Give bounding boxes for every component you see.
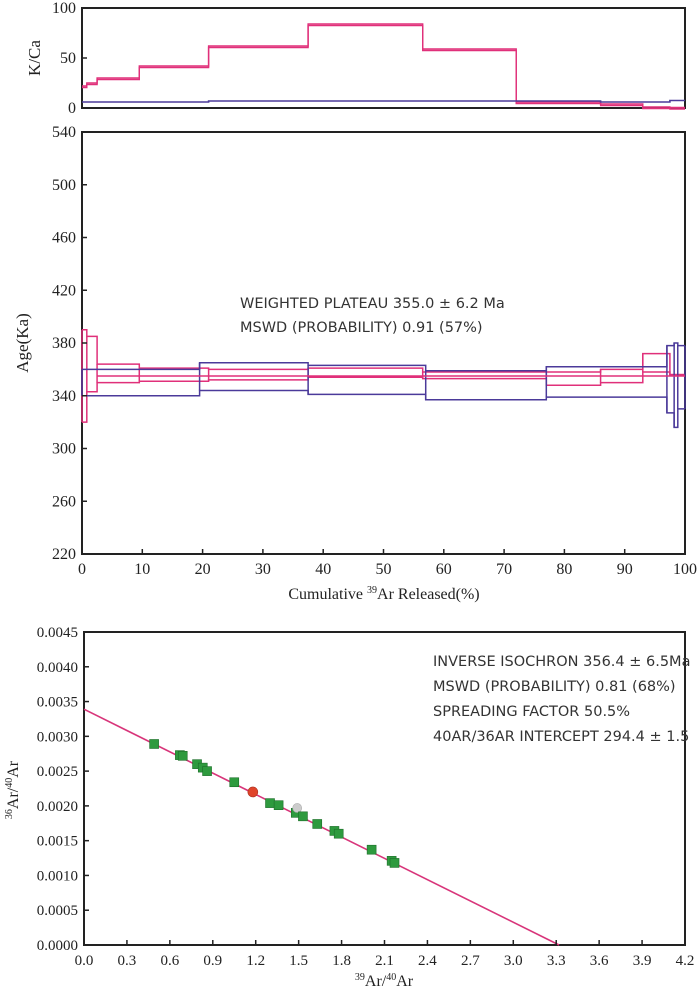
isochron-x-tick-label: 3.3 [547,953,566,969]
age-y-ticks: 220 260 300 340 380 420 460 500 540 [52,124,87,563]
age-x-tick-label: 80 [556,561,572,578]
isochron-outlier-point [292,803,303,813]
kca-y-axis-label: K/Ca [25,40,44,76]
kca-frame [81,7,686,109]
isochron-panel: 0.00000.00050.00100.00150.00200.00250.00… [4,625,694,990]
isochron-y-tick-label: 0.0010 [37,868,78,884]
age-y-tick-label: 300 [52,441,76,458]
kca-sample-step-upper [82,23,685,109]
age-x-ticks: 0 10 20 30 40 50 60 70 80 90 100 [78,549,697,578]
isochron-point [312,819,323,829]
age-y-tick-label: 500 [52,177,76,194]
age-reference-upper-envelope [82,342,685,372]
isochron-x-tick-label: 1.2 [246,953,265,969]
spreading-factor-annotation: SPREADING FACTOR 50.5% [433,704,630,720]
isochron-x-tick-label: 0.9 [203,953,222,969]
isochron-age-annotation: INVERSE ISOCHRON 356.4 ± 6.5Ma [433,654,690,670]
age-y-tick-label: 340 [52,388,76,405]
isochron-y-tick-label: 0.0035 [37,695,78,711]
plateau-mswd-annotation: MSWD (PROBABILITY) 0.91 (57%) [240,320,483,336]
isochron-excluded-point [247,786,259,798]
isochron-point [389,858,400,868]
isochron-point [229,777,240,788]
age-sample-upper-envelope [82,329,685,376]
age-x-tick-label: 40 [315,561,331,578]
kca-y-tick-label: 100 [52,0,76,17]
isochron-point [333,828,344,839]
isochron-point [273,800,284,810]
isochron-x-tick-label: 3.9 [633,953,652,969]
isochron-point [298,811,308,822]
kca-y-tick-label: 50 [60,50,76,67]
age-x-tick-label: 50 [376,561,392,578]
age-y-tick-label: 460 [52,230,76,247]
age-x-tick-label: 90 [617,561,633,578]
isochron-x-tick-label: 2.1 [375,953,394,969]
isochron-mswd-annotation: MSWD (PROBABILITY) 0.81 (68%) [433,679,676,695]
age-x-tick-label: 10 [134,561,150,578]
isochron-plot [83,708,560,946]
isochron-point [202,766,212,776]
isochron-x-tick-label: 2.7 [461,953,480,969]
kca-y-ticks: 0 50 100 [52,0,87,117]
isochron-x-tick-label: 0.6 [160,953,179,969]
isochron-point [366,844,377,855]
age-x-tick-label: 30 [255,561,271,578]
kca-reference-step [82,99,685,103]
isochron-point [177,751,188,761]
age-reference-lower-envelope [82,389,685,429]
isochron-x-tick-label: 2.4 [418,953,437,969]
age-y-tick-label: 540 [52,124,76,141]
isochron-x-axis-label: 39Ar/40Ar [355,972,414,990]
isochron-x-tick-label: 0.3 [118,953,137,969]
plateau-annotation: WEIGHTED PLATEAU 355.0 ± 6.2 Ma [240,296,505,312]
isochron-x-tick-label: 3.0 [504,953,523,969]
kca-y-tick-label: 0 [68,100,76,117]
isochron-y-tick-label: 0.0015 [37,834,78,850]
isochron-x-tick-label: 4.2 [676,953,695,969]
isochron-x-tick-label: 1.8 [332,953,351,969]
age-y-tick-label: 260 [52,493,76,510]
age-spectrum-panel: 220 260 300 340 380 420 460 500 540 0 10 20 30 40 50 6… [13,124,697,603]
isochron-y-tick-label: 0.0020 [37,799,78,815]
kca-plot [82,23,685,110]
age-x-tick-label: 100 [673,561,697,578]
isochron-y-tick-label: 0.0000 [37,938,78,954]
isochron-y-tick-label: 0.0045 [37,625,78,641]
isochron-x-tick-label: 3.6 [590,953,609,969]
age-y-axis-label: Age(Ka) [13,313,32,372]
kca-panel: 0 50 100 K/Ca [25,0,686,117]
isochron-x-tick-label: 0.0 [75,953,94,969]
age-plot [81,329,686,429]
isochron-y-ticks: 0.0000 0.0005 0.0010 0.0015 0.0020 0.0025 0.00… [37,625,89,954]
age-y-tick-label: 380 [52,335,76,352]
intercept-annotation: 40AR/36AR INTERCEPT 294.4 ± 1.5 [433,729,689,745]
age-frame [81,131,686,555]
isochron-x-tick-label: 1.5 [289,953,308,969]
isochron-y-tick-label: 0.0025 [37,764,78,780]
isochron-y-axis-label: 36Ar/40Ar [4,760,22,819]
age-sample-lower-envelope [82,371,685,423]
age-y-tick-label: 220 [52,546,76,563]
age-x-tick-label: 70 [496,561,512,578]
isochron-x-ticks: 0.0 0.3 0.6 0.9 1.2 1.5 1.8 2.1 2.4 2.7 3.0 3.3 3.6 3… [75,940,695,969]
age-x-axis-label: Cumulative 39Ar Released(%) [288,585,479,603]
age-y-tick-label: 420 [52,282,76,299]
isochron-point [265,798,275,808]
isochron-y-tick-label: 0.0030 [37,729,78,745]
age-x-tick-label: 0 [78,561,86,578]
age-x-tick-label: 20 [195,561,211,578]
isochron-y-tick-label: 0.0040 [37,660,78,676]
kca-sample-step-lower [82,24,685,110]
isochron-y-tick-label: 0.0005 [37,903,78,919]
age-x-tick-label: 60 [436,561,452,578]
isochron-point [149,739,159,749]
